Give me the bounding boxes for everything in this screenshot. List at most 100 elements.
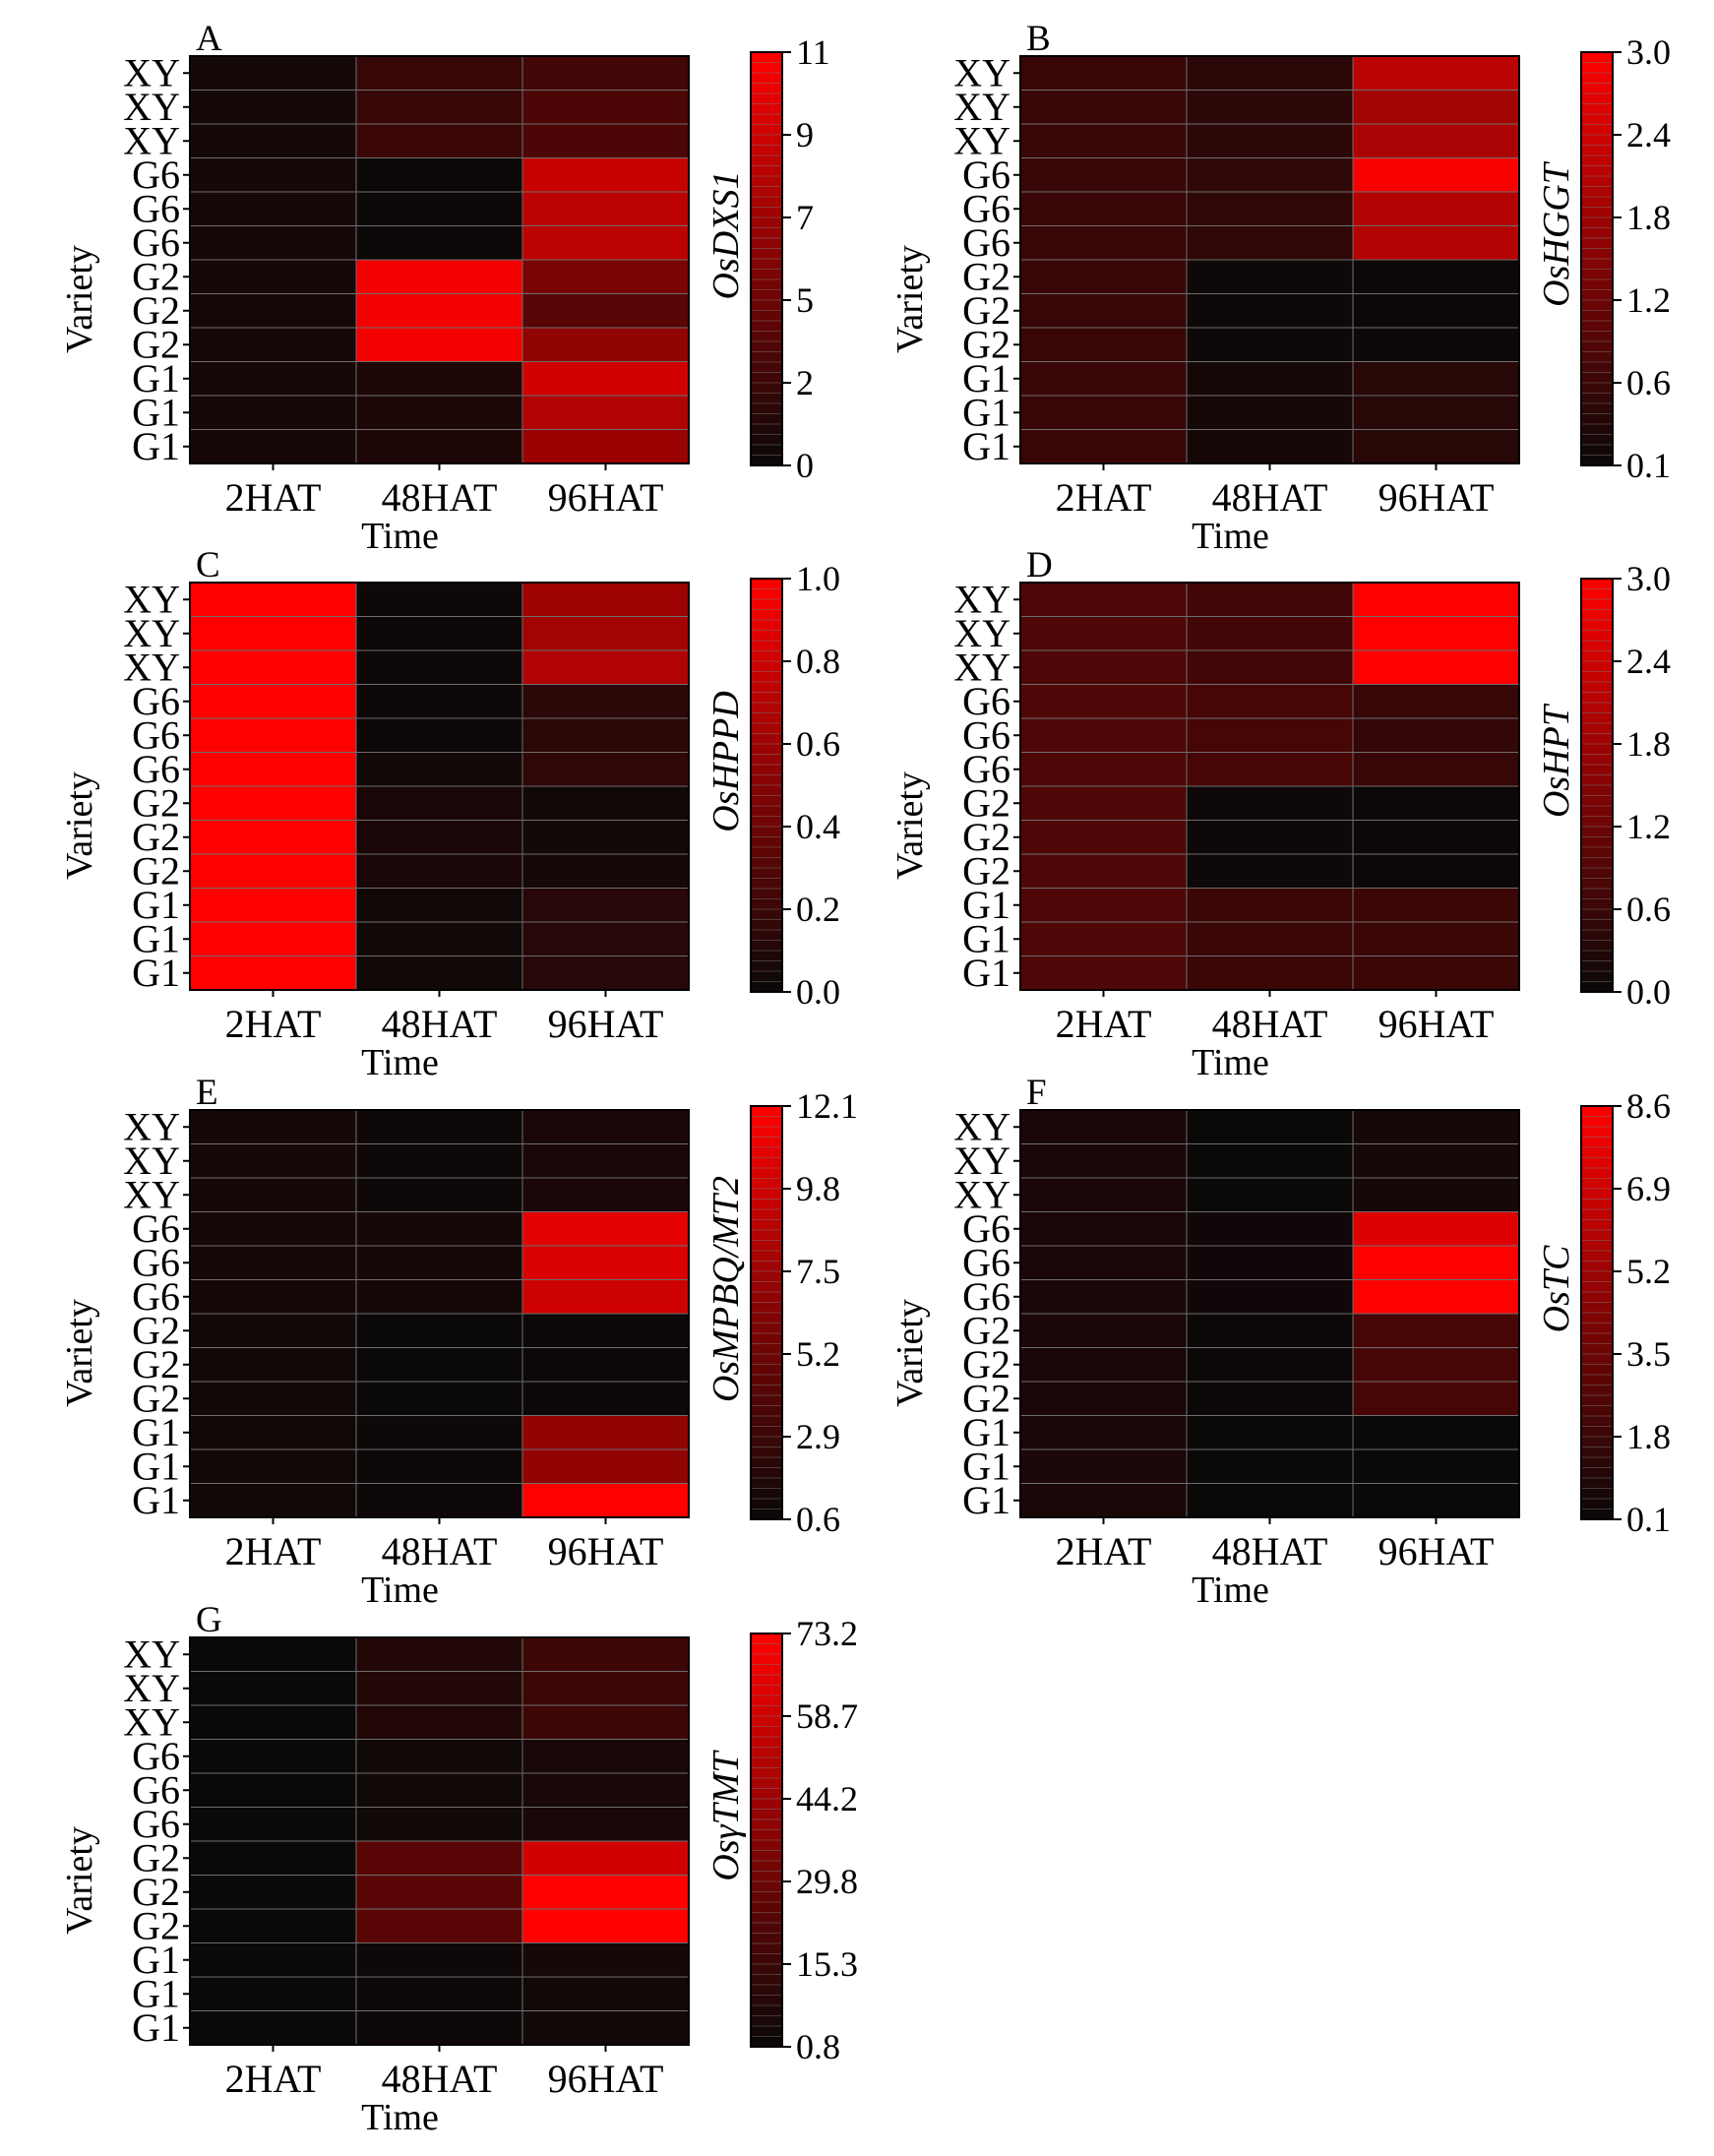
heatmap-cell-g-r8-c0 [189, 1908, 357, 1943]
y-tick-label: G1 [132, 883, 180, 927]
colorbar-segment [751, 259, 782, 271]
y-tick-label: XY [953, 1139, 1010, 1183]
colorbar-segment [1581, 1281, 1613, 1293]
colorbar-segment [751, 197, 782, 209]
heatmap-cell-d-r4-c1 [1186, 717, 1354, 753]
colorbar-segment [751, 1850, 782, 1862]
colorbar-segment [1581, 310, 1613, 322]
heatmap-cell-d-r11-c0 [1019, 955, 1188, 991]
y-tick-label: XY [123, 1139, 180, 1183]
colorbar-tick-label: 0.6 [1626, 890, 1671, 929]
heatmap-cell-a-r6-c0 [189, 259, 357, 294]
y-axis-title: Variety [889, 1299, 931, 1407]
colorbar-segment [751, 733, 782, 745]
y-tick-label: G6 [132, 712, 180, 757]
y-tick-label: G2 [962, 780, 1010, 825]
heatmap-cell-e-r0-c0 [189, 1109, 357, 1144]
y-tick-label: G2 [132, 1835, 180, 1879]
colorbar-segment [1581, 238, 1613, 250]
heatmap-cell-c-r2-c2 [521, 649, 690, 685]
x-axis-title: Time [1192, 1570, 1269, 1611]
heatmap-cell-d-r6-c2 [1352, 785, 1520, 821]
heatmap-cell-b-r8-c1 [1186, 327, 1354, 362]
colorbar-segment [751, 930, 782, 942]
colorbar-segment [751, 1974, 782, 1986]
colorbar-segment [1581, 83, 1613, 94]
colorbar-segment [751, 1654, 782, 1666]
colorbar-segment [751, 1953, 782, 1965]
heatmap-cell-a-r2-c0 [189, 123, 357, 158]
colorbar-segment [751, 774, 782, 786]
colorbar-segment [1581, 971, 1613, 983]
colorbar-segment [751, 1209, 782, 1221]
y-tick-label: XY [953, 118, 1010, 162]
y-tick-label: G1 [962, 1410, 1010, 1454]
y-tick-label: G6 [962, 153, 1010, 197]
colorbar-frame [750, 1632, 783, 2048]
x-axis-title: Time [361, 1042, 439, 1083]
heatmap-cell-c-r7-c2 [521, 820, 690, 855]
colorbar-segment [751, 135, 782, 147]
colorbar-segment [1581, 795, 1613, 807]
colorbar-segment [751, 1333, 782, 1345]
y-tick-label: G6 [132, 220, 180, 265]
heatmap-cell-f-r2-c1 [1186, 1177, 1354, 1212]
heatmap-cell-e-r0-c2 [521, 1109, 690, 1144]
heatmap-cell-a-r1-c2 [521, 90, 690, 125]
gene-label: OsHPPD [705, 691, 747, 832]
colorbar-segment [751, 93, 782, 105]
x-tick-label: 2HAT [225, 1529, 322, 1573]
colorbar-tick-label: 0.0 [796, 972, 840, 1012]
heatmap-cell-f-r6-c1 [1186, 1313, 1354, 1348]
colorbar-segment [1581, 1199, 1613, 1210]
colorbar-segment [751, 1281, 782, 1293]
heatmap-cell-d-r11-c1 [1186, 955, 1354, 991]
colorbar-segment [751, 279, 782, 291]
colorbar-segment [751, 588, 782, 600]
colorbar-tick-label: 58.7 [796, 1696, 858, 1736]
heatmap-cell-c-r7-c0 [189, 820, 357, 855]
colorbar-segment [1581, 919, 1613, 931]
heatmap-cell-a-r3-c2 [521, 157, 690, 193]
heatmap-cell-a-r0-c2 [521, 55, 690, 91]
heatmap-cell-c-r0-c2 [521, 582, 690, 617]
colorbar-segment [1581, 1416, 1613, 1428]
colorbar-segment [751, 1251, 782, 1263]
colorbar-segment [751, 1799, 782, 1811]
colorbar-segment [1581, 93, 1613, 105]
panel-letter: A [196, 19, 222, 59]
colorbar-segment [751, 1829, 782, 1841]
colorbar-segment [751, 2015, 782, 2027]
heatmap-cell-f-r3-c0 [1019, 1211, 1188, 1247]
y-tick-label: G2 [132, 1342, 180, 1386]
colorbar-segment [751, 1343, 782, 1355]
colorbar-segment [751, 579, 782, 590]
colorbar-tick-label: 1.2 [1626, 280, 1671, 320]
colorbar-segment [1581, 124, 1613, 136]
colorbar-tick-label: 5 [796, 280, 814, 320]
colorbar-segment [1581, 847, 1613, 859]
colorbar-tick-label: 6.9 [1626, 1169, 1671, 1208]
gene-label: OsDXS1 [705, 171, 747, 300]
heatmap-cell-e-r2-c1 [355, 1177, 523, 1212]
colorbar-segment [751, 217, 782, 229]
heatmap-cell-d-r9-c2 [1352, 888, 1520, 923]
colorbar-segment [751, 1675, 782, 1687]
colorbar-segment [751, 1313, 782, 1324]
colorbar-segment [1581, 1354, 1613, 1366]
gene-label: OsMPBQ/MT2 [705, 1176, 747, 1402]
heatmap-cell-c-r6-c2 [521, 785, 690, 821]
y-tick-label: G1 [132, 356, 180, 400]
heatmap-cell-f-r10-c0 [1019, 1448, 1188, 1484]
y-tick-label: XY [953, 50, 1010, 94]
heatmap-cell-b-r0-c2 [1352, 55, 1520, 91]
heatmap-cell-f-r4-c1 [1186, 1245, 1354, 1280]
heatmap-cell-f-r10-c1 [1186, 1448, 1354, 1484]
colorbar-tick-label: 1.8 [1626, 724, 1671, 764]
colorbar-segment [751, 692, 782, 704]
colorbar-segment [1581, 806, 1613, 818]
panel-letter: C [196, 545, 220, 585]
colorbar-segment [1581, 248, 1613, 260]
colorbar-segment [751, 1437, 782, 1448]
